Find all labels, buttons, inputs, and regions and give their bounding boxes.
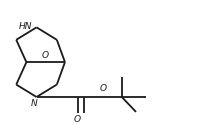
Text: N: N (31, 99, 38, 108)
Text: O: O (99, 84, 107, 93)
Text: O: O (73, 115, 80, 124)
Text: O: O (42, 51, 49, 60)
Text: HN: HN (19, 22, 32, 31)
